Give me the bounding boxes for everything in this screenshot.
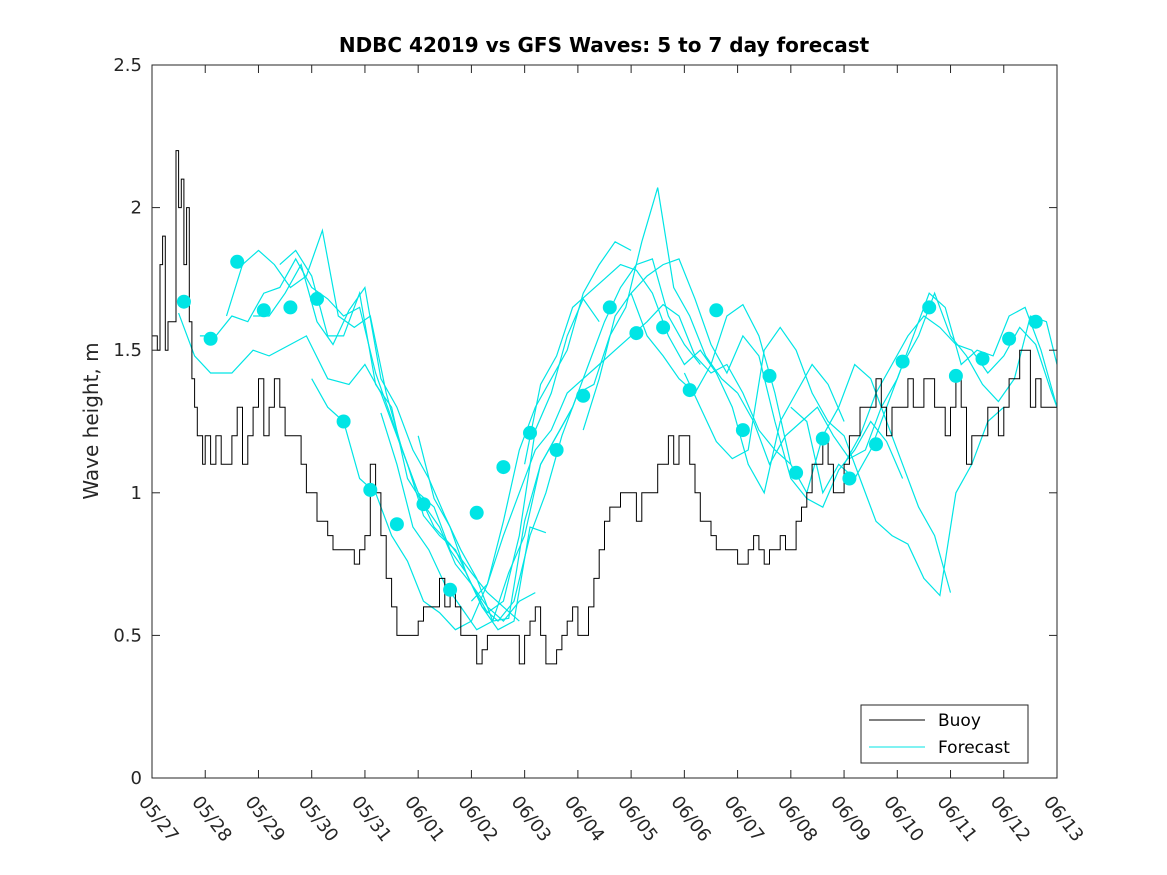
forecast-marker-0 bbox=[176, 294, 191, 309]
legend-label-forecast: Forecast bbox=[938, 738, 1010, 758]
forecast-marker-30 bbox=[975, 351, 990, 366]
forecast-line-14 bbox=[790, 291, 1057, 495]
forecast-marker-21 bbox=[735, 423, 750, 438]
legend: Buoy Forecast bbox=[860, 704, 1029, 764]
forecast-line-12 bbox=[683, 326, 1005, 597]
chart-title: NDBC 42019 vs GFS Waves: 5 to 7 day fore… bbox=[339, 33, 870, 57]
forecast-marker-19 bbox=[682, 383, 697, 398]
legend-label-buoy: Buoy bbox=[938, 711, 981, 731]
forecast-marker-17 bbox=[629, 326, 644, 341]
forecast-line-0 bbox=[178, 312, 520, 622]
forecast-marker-20 bbox=[709, 303, 724, 318]
y-axis-label: Wave height, m bbox=[79, 342, 103, 499]
forecast-marker-15 bbox=[576, 388, 591, 403]
y-tick-label-3: 1.5 bbox=[113, 340, 142, 361]
forecast-line-3 bbox=[253, 263, 574, 622]
axes-box bbox=[151, 64, 1058, 779]
forecast-marker-24 bbox=[815, 431, 830, 446]
forecast-marker-31 bbox=[1002, 331, 1017, 346]
y-tick-label-5: 2.5 bbox=[113, 55, 142, 76]
forecast-marker-14 bbox=[549, 443, 564, 457]
forecast-marker-22 bbox=[762, 368, 777, 383]
y-tick-label-2: 1 bbox=[131, 483, 142, 504]
forecast-marker-12 bbox=[496, 460, 511, 475]
y-tick-label-4: 2 bbox=[131, 198, 142, 219]
data-layer bbox=[152, 150, 1057, 665]
forecast-line-11 bbox=[630, 292, 952, 593]
forecast-marker-16 bbox=[602, 300, 617, 315]
y-axis: 0 0.5 1 1.5 2 2.5 bbox=[113, 55, 1057, 789]
forecast-marker-10 bbox=[443, 582, 458, 597]
forecast-marker-6 bbox=[336, 414, 351, 429]
forecast-marker-18 bbox=[656, 320, 671, 335]
legend-box bbox=[860, 704, 1029, 764]
forecast-marker-27 bbox=[895, 354, 910, 369]
forecast-marker-7 bbox=[363, 482, 378, 497]
forecast-line-6 bbox=[380, 258, 701, 631]
forecast-marker-32 bbox=[1028, 314, 1043, 329]
forecast-marker-23 bbox=[789, 465, 804, 480]
forecast-marker-9 bbox=[416, 497, 431, 512]
forecast-marker-25 bbox=[842, 471, 857, 486]
forecast-marker-13 bbox=[523, 425, 537, 440]
forecast-marker-29 bbox=[948, 368, 963, 383]
forecast-line-2 bbox=[225, 228, 547, 631]
plot-area bbox=[152, 65, 1057, 778]
forecast-marker-1 bbox=[203, 331, 218, 346]
y-tick-label-1: 0.5 bbox=[113, 625, 142, 646]
forecast-marker-2 bbox=[230, 254, 245, 269]
y-tick-label-0: 0 bbox=[131, 768, 142, 789]
buoy-line bbox=[152, 150, 1057, 665]
forecast-marker-28 bbox=[922, 300, 937, 315]
forecast-marker-26 bbox=[869, 437, 883, 452]
forecast-marker-4 bbox=[283, 300, 298, 315]
forecast-marker-11 bbox=[469, 505, 484, 520]
forecast-marker-8 bbox=[389, 517, 404, 532]
forecast-marker-5 bbox=[310, 291, 324, 306]
forecast-line-4 bbox=[279, 249, 600, 614]
forecast-marker-3 bbox=[256, 303, 271, 318]
forecast-line-9 bbox=[524, 263, 845, 495]
